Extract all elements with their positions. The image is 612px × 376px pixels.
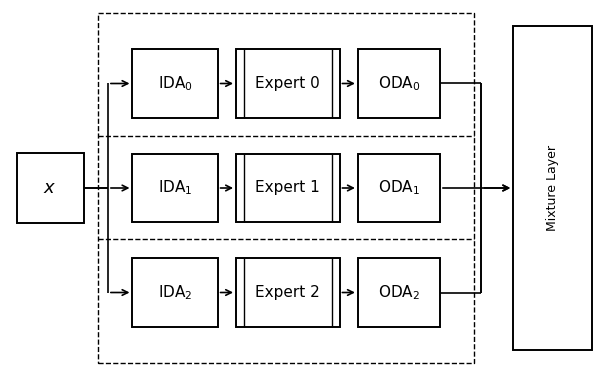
FancyBboxPatch shape [236,258,340,327]
FancyBboxPatch shape [132,49,218,118]
FancyBboxPatch shape [236,154,340,222]
Text: ODA$_1$: ODA$_1$ [378,179,420,197]
FancyBboxPatch shape [132,258,218,327]
FancyBboxPatch shape [17,153,84,223]
Text: ODA$_2$: ODA$_2$ [378,283,420,302]
Text: Expert 0: Expert 0 [255,76,320,91]
FancyBboxPatch shape [132,154,218,222]
Text: ODA$_0$: ODA$_0$ [378,74,420,93]
Text: IDA$_1$: IDA$_1$ [158,179,192,197]
FancyBboxPatch shape [358,258,440,327]
Text: Expert 1: Expert 1 [255,180,320,196]
FancyBboxPatch shape [513,26,592,350]
FancyBboxPatch shape [98,13,474,363]
FancyBboxPatch shape [236,49,340,118]
Text: Mixture Layer: Mixture Layer [547,145,559,231]
Text: Expert 2: Expert 2 [255,285,320,300]
FancyBboxPatch shape [358,49,440,118]
FancyBboxPatch shape [358,154,440,222]
Text: IDA$_2$: IDA$_2$ [158,283,192,302]
Text: IDA$_0$: IDA$_0$ [157,74,193,93]
Text: $x$: $x$ [43,179,57,197]
